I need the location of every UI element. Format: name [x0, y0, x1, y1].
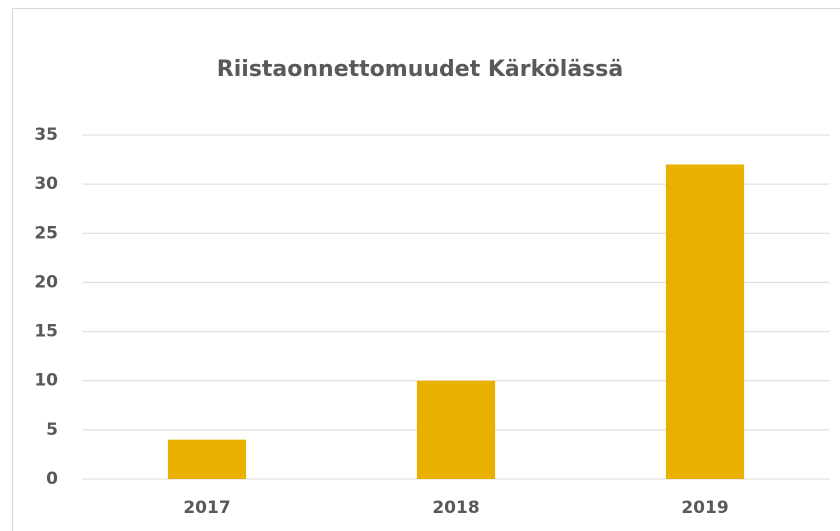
bar [416, 380, 496, 479]
bar [665, 164, 745, 479]
y-tick-label: 25 [34, 223, 58, 243]
y-tick-label: 35 [34, 125, 58, 145]
y-tick-label: 15 [34, 322, 58, 342]
x-tick-label: 2017 [183, 498, 230, 518]
y-tick-label: 5 [46, 420, 58, 440]
y-tick-label: 20 [34, 272, 58, 292]
y-tick-label: 30 [34, 174, 58, 194]
y-tick-label: 10 [34, 371, 58, 391]
bar [167, 439, 247, 479]
x-tick-label: 2019 [681, 498, 728, 518]
y-tick-label: 0 [46, 469, 58, 489]
x-tick-label: 2018 [432, 498, 479, 518]
chart-title: Riistaonnettomuudet Kärkölässä [217, 57, 623, 82]
